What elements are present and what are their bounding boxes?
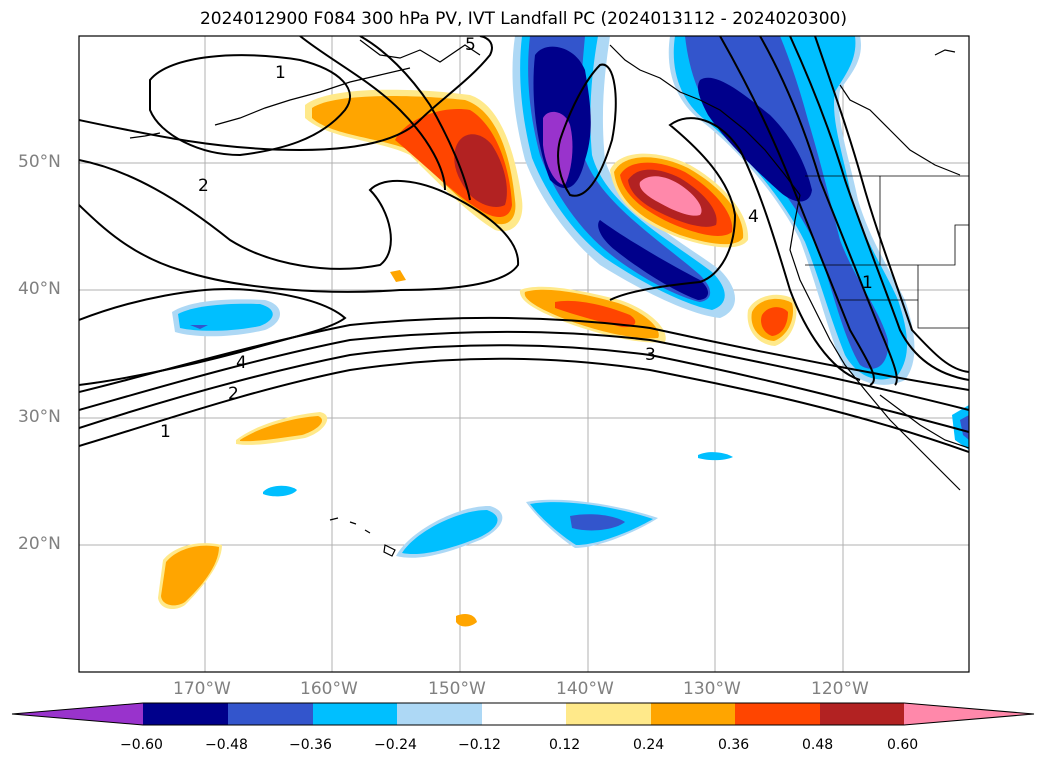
colorbar-tick-label: 0.24 — [633, 737, 665, 753]
pv-positive-feature-east — [610, 153, 749, 248]
map-plot-area — [79, 36, 969, 672]
colorbar-segment — [143, 703, 228, 725]
colorbar-tick-label: −0.48 — [205, 737, 248, 753]
ivt-contours — [79, 36, 969, 453]
colorbar-extend-left — [12, 703, 143, 725]
lon-label-120w: 120°W — [811, 679, 869, 699]
colorbar-segment — [735, 703, 820, 725]
contour-label: 1 — [160, 422, 171, 442]
colorbar-tick-label: 0.48 — [802, 737, 834, 753]
colorbar-tick-label: −0.12 — [458, 737, 501, 753]
colorbar-tick-label: −0.60 — [120, 737, 163, 753]
lat-label-30n: 30°N — [18, 407, 61, 427]
colorbar-segment — [651, 703, 735, 725]
contour-label: 4 — [236, 353, 247, 373]
colorbar-tick-label: 0.60 — [887, 737, 919, 753]
map-frame — [78, 35, 970, 673]
contour-label: 1 — [275, 63, 286, 83]
lat-label-50n: 50°N — [18, 152, 61, 172]
contour-label: 4 — [748, 207, 759, 227]
lon-label-140w: 140°W — [556, 679, 614, 699]
colorbar-segment — [228, 703, 313, 725]
colorbar — [11, 702, 1035, 726]
contour-label: 3 — [645, 345, 656, 365]
lon-label-150w: 150°W — [428, 679, 486, 699]
colorbar-tick-label: 0.36 — [718, 737, 750, 753]
coastlines — [129, 39, 969, 557]
contour-labels: 1 2 4 2 1 3 4 5 1 — [160, 35, 873, 442]
borders — [805, 175, 969, 329]
lat-label-40n: 40°N — [18, 279, 61, 299]
contour-label: 5 — [465, 35, 476, 55]
lon-label-160w: 160°W — [300, 679, 358, 699]
colorbar-segment — [566, 703, 651, 725]
lon-label-130w: 130°W — [683, 679, 741, 699]
colorbar-tick-label: −0.36 — [289, 737, 332, 753]
pv-negative-trough — [512, 36, 735, 318]
contour-label: 2 — [228, 384, 239, 404]
pv-negative-coastal-band — [668, 36, 915, 385]
colorbar-tick-label: −0.24 — [374, 737, 417, 753]
colorbar-segment — [820, 703, 904, 725]
map-title: 2024012900 F084 300 hPa PV, IVT Landfall… — [199, 9, 847, 29]
lon-label-170w: 170°W — [173, 679, 231, 699]
colorbar-segment — [482, 703, 566, 725]
colorbar-tick-label: 0.12 — [549, 737, 581, 753]
contour-label: 2 — [198, 176, 209, 196]
colorbar-extend-right — [904, 703, 1034, 725]
colorbar-segment — [313, 703, 397, 725]
pv-small-patches — [158, 270, 969, 627]
contour-label: 1 — [862, 273, 873, 293]
lat-label-20n: 20°N — [18, 534, 61, 554]
colorbar-segment — [397, 703, 482, 725]
